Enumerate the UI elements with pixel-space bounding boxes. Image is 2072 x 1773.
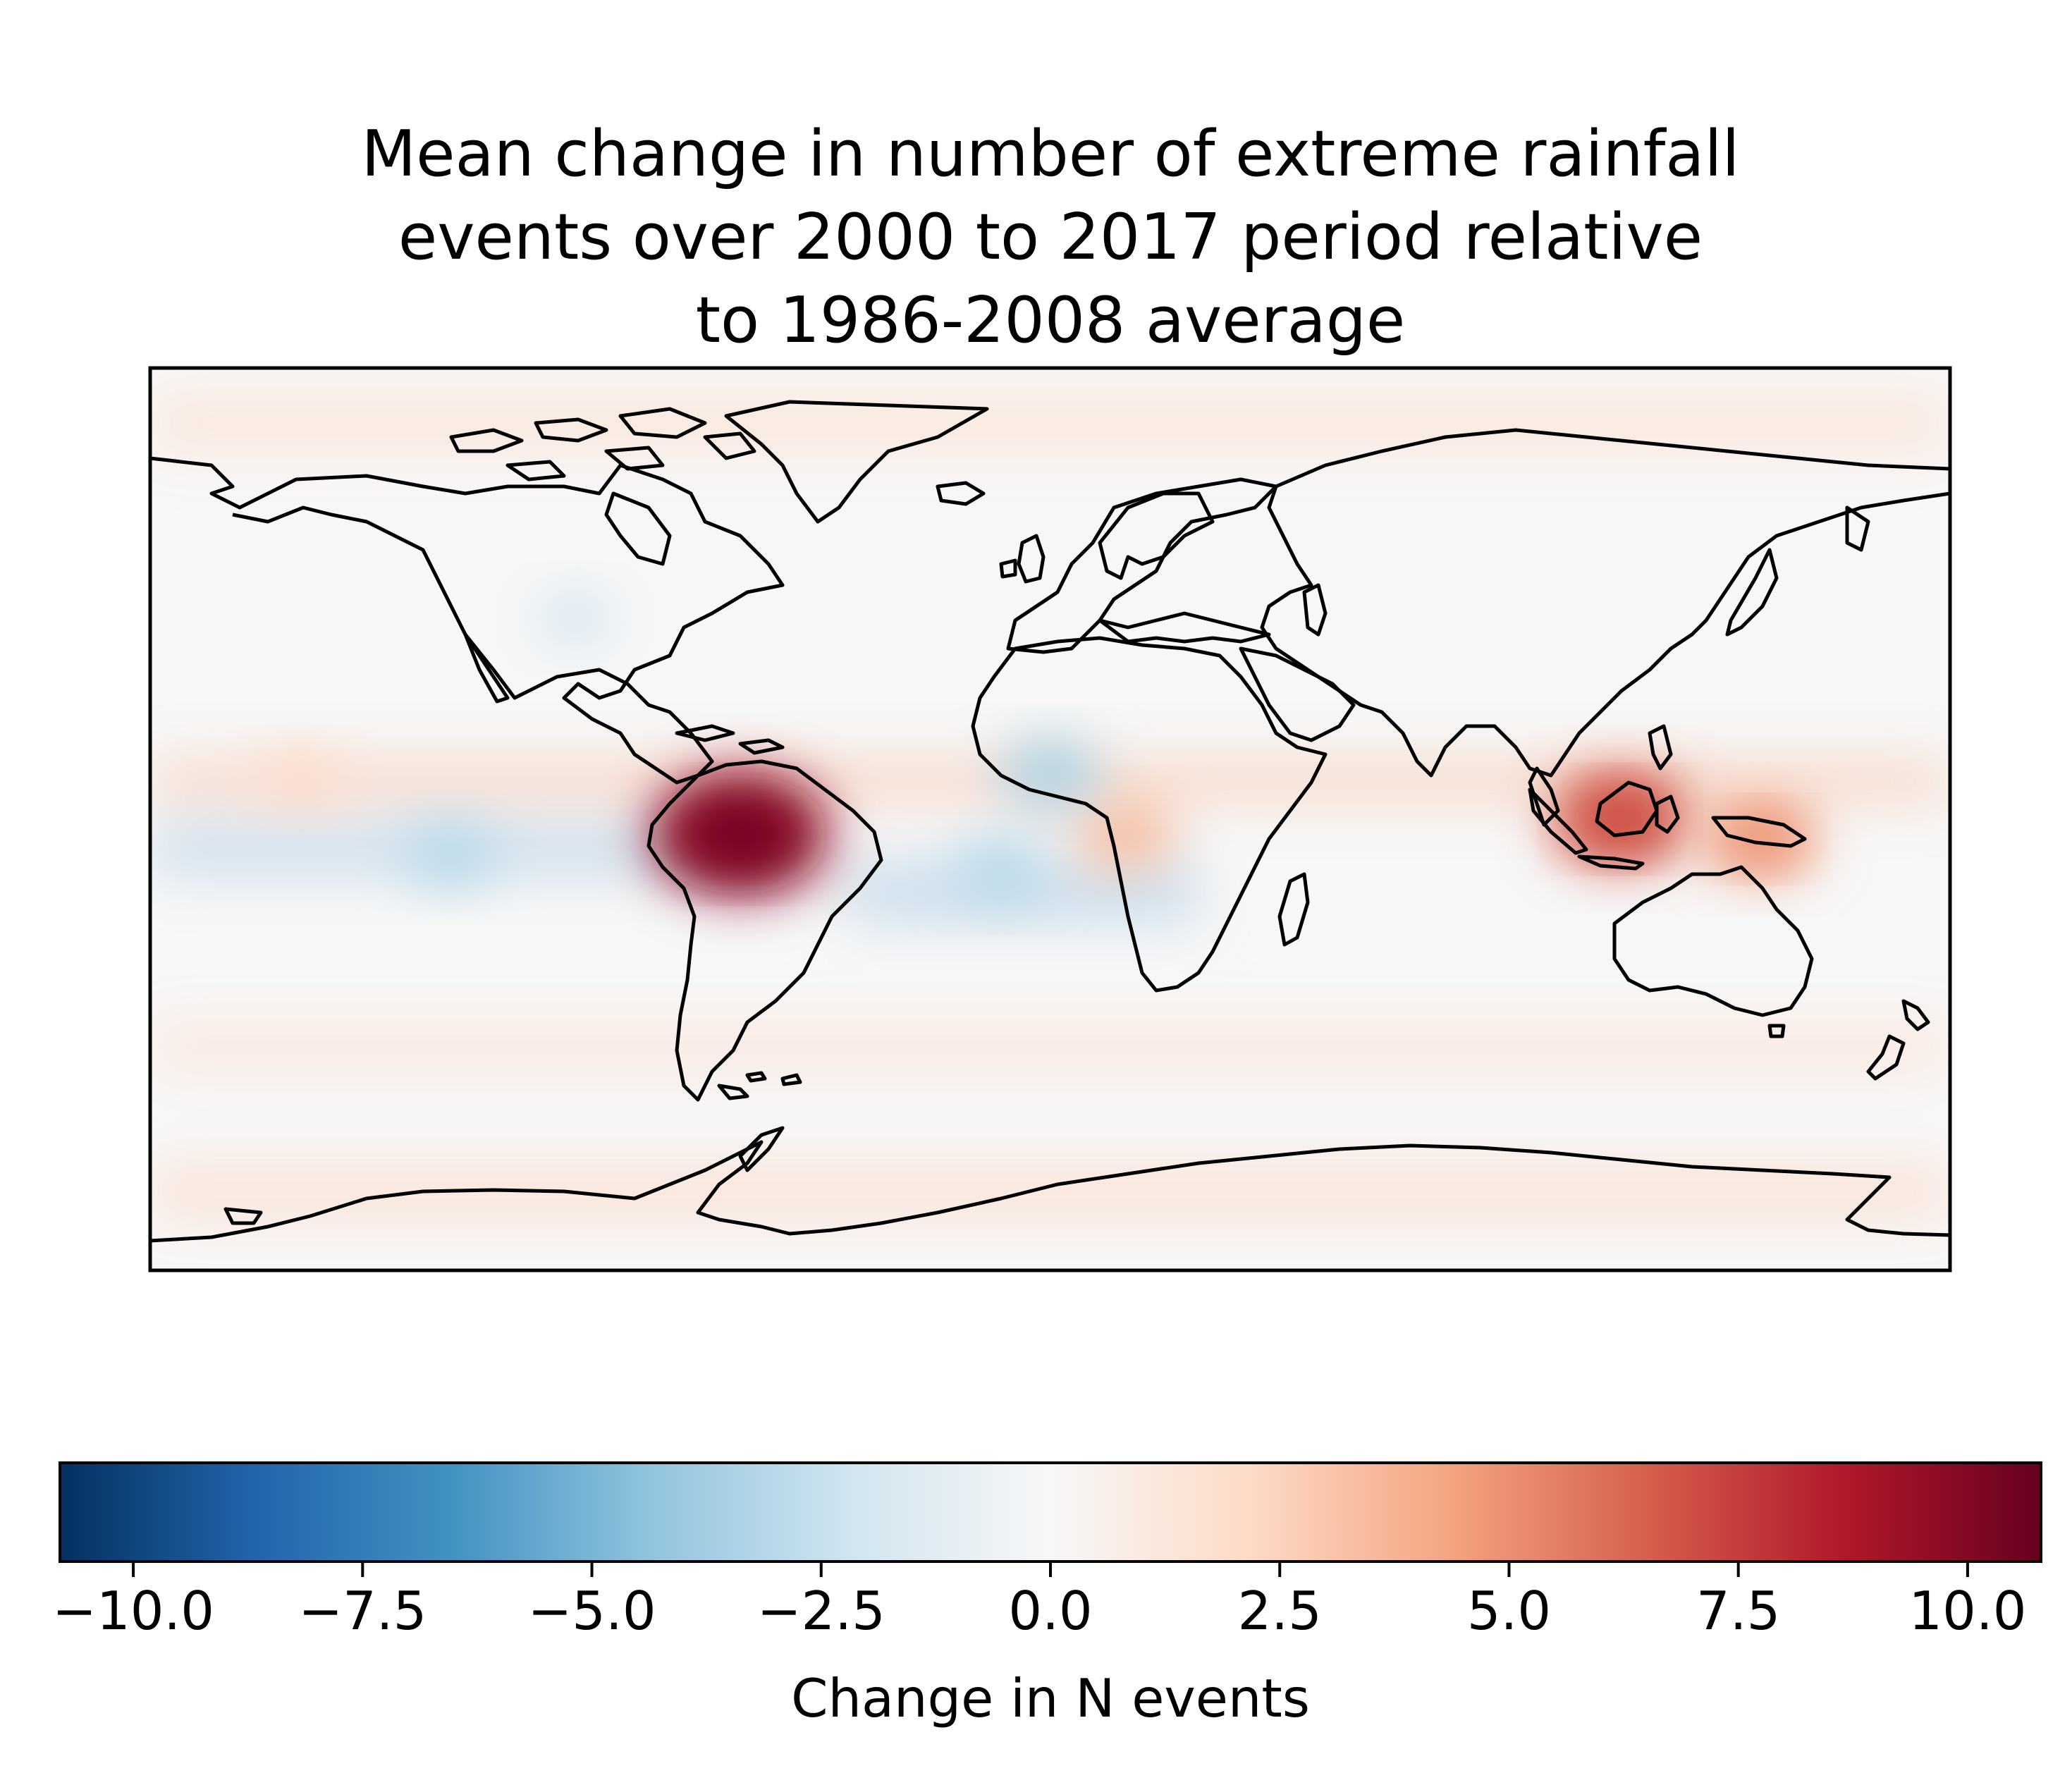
colorbar-tick-label: −10.0 (52, 1580, 214, 1642)
coastline-japan (1725, 548, 1779, 637)
coastline-hudson-bay (604, 491, 672, 566)
coastline-sumatra (1528, 787, 1588, 855)
colorbar-label: Change in N events (791, 1667, 1310, 1729)
coastline-arabia (1239, 646, 1356, 742)
coastline-ross-ice (223, 1207, 263, 1225)
coastline-antarctic-peninsula (738, 1126, 785, 1172)
coastline-antarctica (150, 1140, 1950, 1243)
anomaly-core (687, 798, 794, 871)
coastline-falklands (780, 1073, 802, 1086)
anomaly-core (1726, 816, 1794, 863)
chart-title: Mean change in number of extreme rainfal… (361, 117, 1740, 357)
anomaly-region (534, 590, 616, 647)
coastline-iceland (936, 481, 986, 506)
coastline-borneo (1595, 780, 1659, 838)
coastline-tierra-del-fuego (717, 1071, 767, 1100)
anomaly-field (150, 395, 1950, 1220)
coastline-asia (1260, 428, 1950, 778)
colorbar-tick-label: −5.0 (527, 1580, 656, 1642)
colorbar-ticks (132, 1562, 1969, 1577)
coastline-baja (463, 632, 510, 704)
coastline-kamchatka (1845, 505, 1870, 552)
coastline-arctic-islands (449, 407, 756, 481)
coastline-greenland (724, 400, 989, 524)
coastline-britain (999, 534, 1046, 584)
anomaly-region (1000, 740, 1101, 809)
colorbar-tick-label: 5.0 (1466, 1580, 1552, 1642)
coastline-scandinavia (1098, 491, 1215, 580)
coastline-mediterranean (1098, 611, 1271, 644)
coastline-europe (1006, 477, 1278, 654)
coastline-south-america (646, 759, 883, 1102)
coastline-new-guinea (1711, 816, 1807, 848)
coastline-caspian (1302, 583, 1328, 637)
colorbar-tick-label: 10.0 (1908, 1580, 2027, 1642)
colorbar-tick-label: 7.5 (1696, 1580, 1781, 1642)
coastline-tasmania (1767, 1024, 1786, 1038)
coastline-north-america (150, 456, 785, 785)
colorbar-tick-label: 2.5 (1237, 1580, 1322, 1642)
coastline-madagascar (1277, 872, 1310, 947)
colorbar-tick-label: 0.0 (1008, 1580, 1093, 1642)
coastline-new-zealand (1866, 999, 1930, 1081)
anomaly-region (1074, 799, 1176, 869)
coastline-philippines (1648, 724, 1673, 771)
colorbar-tick-label: −2.5 (756, 1580, 885, 1642)
anomaly-region (259, 751, 341, 808)
anomaly-region (403, 821, 498, 887)
coastline-africa (971, 636, 1328, 993)
map-frame (148, 366, 1952, 1272)
colorbar-tick-label: −7.5 (298, 1580, 427, 1642)
anomaly-region (952, 837, 1048, 902)
coastline-australia (1612, 865, 1814, 1017)
coastline-sulawesi (1655, 795, 1680, 834)
colorbar (59, 1461, 2042, 1563)
coastline-java (1577, 854, 1645, 871)
coastlines (150, 400, 1950, 1243)
coastline-caribbean (675, 724, 785, 755)
